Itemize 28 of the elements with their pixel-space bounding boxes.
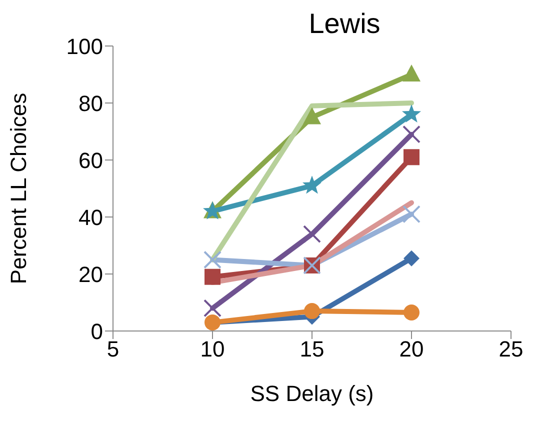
chart-title: Lewis [308,8,382,40]
point [404,149,420,166]
point [302,176,322,194]
point [402,125,420,144]
point [402,205,420,224]
x-tick-label: 25 [498,336,524,362]
point [204,299,222,318]
point [204,268,220,285]
x-tick-label: 5 [106,336,120,362]
point [204,250,222,269]
y-tick-label: 20 [78,262,103,287]
point [303,107,321,124]
y-tick-label: 100 [66,34,103,59]
point [402,64,420,82]
point [304,303,320,320]
x-tick-label: 15 [300,336,324,362]
y-tick-label: 80 [78,90,103,116]
point [303,225,321,244]
point [404,250,420,266]
y-tick-label: 40 [78,204,103,230]
x-tick-label: 10 [200,336,225,362]
point [404,304,420,320]
y-axis-title: Percent LL Choices [6,92,31,284]
y-tick-label: 60 [78,148,103,173]
x-axis-title: SS Delay (s) [250,381,374,406]
point [402,104,422,122]
y-tick-label: 0 [90,318,103,344]
x-tick-label: 20 [399,336,424,362]
